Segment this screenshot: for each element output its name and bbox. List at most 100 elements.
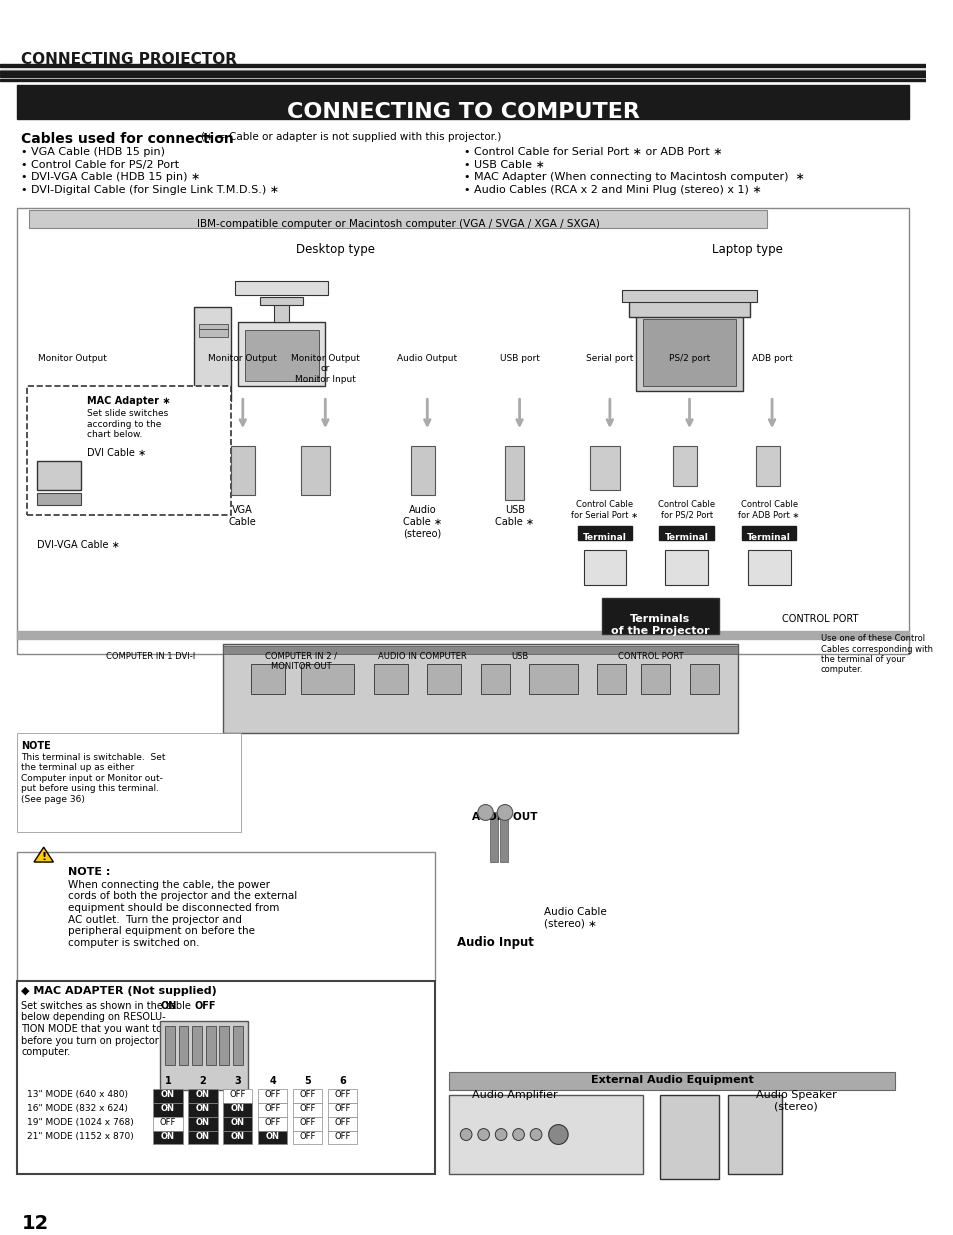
Text: AUDIO OUT: AUDIO OUT [472, 813, 537, 823]
Bar [17, 207, 908, 655]
Circle shape [495, 1129, 506, 1140]
Text: USB port: USB port [499, 353, 539, 363]
Text: ON: ON [231, 1104, 245, 1113]
Text: Monitor Output: Monitor Output [38, 353, 107, 363]
Bar [30, 210, 766, 228]
Bar [601, 599, 718, 634]
Text: Laptop type: Laptop type [712, 243, 782, 256]
Bar [480, 664, 509, 694]
Text: OFF: OFF [194, 1000, 215, 1010]
Text: 12: 12 [21, 1214, 49, 1233]
Bar [274, 303, 289, 322]
Text: OFF: OFF [264, 1091, 281, 1099]
Bar [17, 85, 908, 119]
Bar [237, 322, 325, 387]
Text: OFF: OFF [299, 1131, 315, 1141]
Bar [153, 1089, 182, 1103]
Bar [165, 1025, 174, 1065]
Bar [188, 1130, 217, 1145]
Text: VGA
Cable: VGA Cable [229, 505, 256, 527]
Bar [741, 526, 796, 540]
Text: • MAC Adapter (When connecting to Macintosh computer)  ∗: • MAC Adapter (When connecting to Macint… [464, 173, 804, 183]
Text: • Audio Cables (RCA x 2 and Mini Plug (stereo) x 1) ∗: • Audio Cables (RCA x 2 and Mini Plug (s… [464, 185, 761, 195]
Bar [590, 446, 618, 490]
Bar [328, 1116, 357, 1130]
Bar [223, 646, 738, 655]
Text: Set slide switches
according to the
chart below.: Set slide switches according to the char… [88, 409, 169, 438]
Text: ON: ON [195, 1091, 210, 1099]
Text: CONNECTING PROJECTOR: CONNECTING PROJECTOR [21, 52, 237, 67]
Text: OFF: OFF [335, 1104, 351, 1113]
Bar [664, 550, 707, 584]
Bar [17, 981, 435, 1174]
Text: OFF: OFF [299, 1104, 315, 1113]
Bar [206, 1025, 215, 1065]
Bar [233, 1025, 242, 1065]
Bar [529, 664, 578, 694]
Text: OFF: OFF [299, 1091, 315, 1099]
Bar [583, 550, 626, 584]
Text: USB
Cable ∗: USB Cable ∗ [495, 505, 534, 527]
Bar [689, 664, 718, 694]
Bar [194, 308, 231, 401]
Text: OFF: OFF [264, 1104, 281, 1113]
Bar [328, 1130, 357, 1145]
Bar [747, 550, 790, 584]
Text: When connecting the cable, the power
cords of both the projector and the externa: When connecting the cable, the power cor… [68, 879, 297, 948]
Text: OFF: OFF [264, 1118, 281, 1126]
Bar [223, 1089, 253, 1103]
Bar [223, 645, 738, 734]
Circle shape [530, 1129, 541, 1140]
Bar [0, 72, 925, 74]
Text: ON: ON [160, 1000, 176, 1010]
Text: OFF: OFF [335, 1118, 351, 1126]
Text: Set switches as shown in the table
below depending on RESOLU-
TION MODE that you: Set switches as shown in the table below… [21, 1000, 191, 1057]
Text: 6: 6 [339, 1076, 346, 1086]
Bar [178, 1025, 188, 1065]
Text: Terminals
of the Projector: Terminals of the Projector [611, 614, 709, 636]
Text: 2: 2 [199, 1076, 206, 1086]
Circle shape [477, 804, 493, 820]
Text: This terminal is switchable.  Set
the terminal up as either
Computer input or Mo: This terminal is switchable. Set the ter… [21, 753, 166, 804]
Text: 3: 3 [234, 1076, 241, 1086]
Circle shape [548, 1125, 568, 1145]
Text: Control Cable
for ADB Port ∗: Control Cable for ADB Port ∗ [738, 500, 799, 520]
Text: COMPUTER IN 1 DVI-I: COMPUTER IN 1 DVI-I [106, 652, 195, 661]
Bar [223, 1103, 253, 1116]
Circle shape [497, 804, 512, 820]
Text: ON: ON [161, 1131, 174, 1141]
Bar [0, 75, 925, 78]
Text: ON: ON [231, 1131, 245, 1141]
Bar [659, 526, 713, 540]
Bar [223, 1116, 253, 1130]
Bar [258, 1103, 287, 1116]
Text: ON: ON [195, 1131, 210, 1141]
Bar [193, 1025, 202, 1065]
Text: CONTROL PORT: CONTROL PORT [618, 652, 682, 661]
Bar [642, 319, 736, 387]
Text: Desktop type: Desktop type [295, 243, 375, 256]
Text: • Control Cable for PS/2 Port: • Control Cable for PS/2 Port [21, 159, 179, 169]
Text: Control Cable
for PS/2 Port: Control Cable for PS/2 Port [658, 500, 715, 520]
Bar [293, 1103, 322, 1116]
Bar [578, 526, 632, 540]
Bar [153, 1130, 182, 1145]
Text: Audio Amplifier: Audio Amplifier [472, 1091, 557, 1100]
Text: • DVI-Digital Cable (for Single Link T.M.D.S.) ∗: • DVI-Digital Cable (for Single Link T.M… [21, 185, 279, 195]
Bar [0, 64, 925, 68]
Text: ON: ON [231, 1118, 245, 1126]
Text: ON: ON [195, 1118, 210, 1126]
Text: ON: ON [195, 1104, 210, 1113]
Bar [448, 1095, 642, 1174]
Text: 5: 5 [304, 1076, 311, 1086]
Text: (∗ = Cable or adapter is not supplied with this projector.): (∗ = Cable or adapter is not supplied wi… [201, 132, 501, 142]
Text: 21" MODE (1152 x 870): 21" MODE (1152 x 870) [28, 1131, 133, 1141]
Text: Monitor Output
or
Monitor Input: Monitor Output or Monitor Input [291, 353, 359, 384]
Text: CONTROL PORT: CONTROL PORT [781, 614, 858, 625]
Bar [301, 446, 330, 495]
Bar [301, 664, 355, 694]
Text: CONNECTING TO COMPUTER: CONNECTING TO COMPUTER [287, 103, 639, 122]
Bar [37, 494, 80, 505]
Bar [328, 1089, 357, 1103]
Bar [219, 1025, 229, 1065]
